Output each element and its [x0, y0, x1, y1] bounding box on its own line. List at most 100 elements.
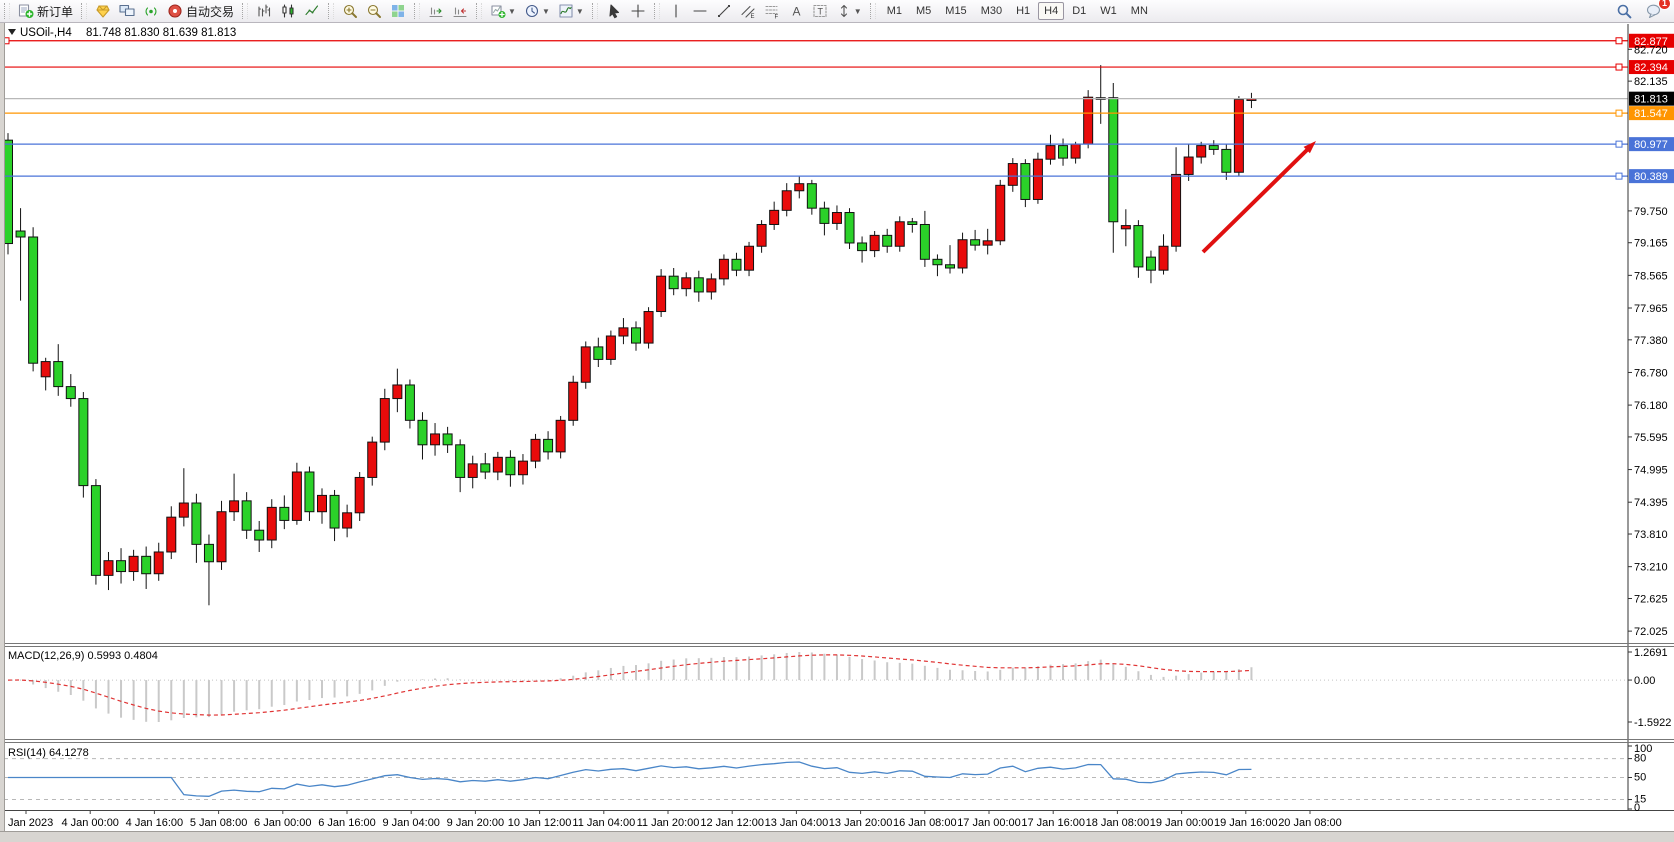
text-button[interactable]: A — [784, 0, 808, 22]
candle — [103, 560, 114, 576]
rsi-line — [8, 761, 1252, 797]
candle — [530, 438, 541, 462]
candle — [254, 529, 265, 541]
candle — [706, 278, 717, 293]
chevron-down-icon[interactable]: ▼ — [508, 6, 516, 16]
candle — [970, 239, 981, 246]
trend-arrow[interactable] — [1201, 141, 1316, 254]
chevron-down-icon[interactable]: ▼ — [575, 6, 584, 16]
cursor-button[interactable] — [602, 0, 626, 22]
chart-area[interactable]: 82.877 82.394 81.813 81.547 80.977 80.389 82.7… — [0, 22, 1674, 842]
line-handle[interactable] — [1615, 37, 1623, 45]
candle — [1145, 256, 1156, 271]
chevron-down-icon[interactable]: ▼ — [853, 6, 862, 16]
candle — [982, 240, 993, 246]
macd-panel[interactable]: 1.2691 0.00 -1.5922 — [4, 647, 1671, 729]
timeframe-m30-button[interactable]: M30 — [980, 5, 1003, 17]
candle — [744, 245, 755, 271]
candle — [831, 212, 842, 224]
toolbar: 新订单 自动交易 ▼ ▼ ▼ E F A T ▼ M1 M5 M15 M30 H1 H4 D1 W1 MN 1 — [0, 0, 1674, 23]
svg-text:F: F — [774, 15, 778, 20]
candle — [756, 223, 767, 247]
candle — [241, 500, 252, 531]
timeframe-m1-button[interactable]: M1 — [886, 5, 902, 17]
time-tick-label: 17 Jan 16:00 — [1021, 817, 1085, 829]
time-tick-label: 19 Jan 16:00 — [1214, 817, 1278, 829]
zoom-out-button[interactable] — [362, 0, 386, 22]
crosshair-button[interactable] — [626, 0, 650, 22]
equidistant-channel-button[interactable]: E — [736, 0, 760, 22]
arrows-button[interactable]: ▼ — [832, 0, 866, 22]
candle — [191, 502, 202, 545]
crosshair-icon — [630, 3, 646, 19]
candle — [1045, 145, 1056, 160]
candle — [718, 258, 729, 280]
time-tick-label: 11 Jan 20:00 — [637, 817, 700, 829]
signal-icon — [143, 3, 159, 19]
horizontal-line-button[interactable] — [688, 0, 712, 22]
shapes-icon — [836, 3, 852, 19]
indicators-button[interactable]: ▼ — [554, 0, 588, 22]
auto-scroll-button[interactable] — [424, 0, 448, 22]
new-order-button[interactable]: 新订单 — [14, 0, 77, 22]
autotrading-button[interactable]: 自动交易 — [163, 0, 238, 22]
candle — [957, 239, 968, 269]
timeframe-w1-button[interactable]: W1 — [1100, 5, 1117, 17]
timeframe-m5-button[interactable]: M5 — [916, 5, 932, 17]
toolbar-separator — [414, 3, 421, 19]
svg-text:E: E — [750, 14, 754, 19]
time-tick-label: 20 Jan 08:00 — [1278, 817, 1342, 829]
notifications-button[interactable]: 1 — [1642, 0, 1671, 22]
candle — [304, 471, 315, 513]
main-price-panel[interactable] — [3, 65, 1257, 606]
left-window-edge — [0, 22, 5, 831]
timeframe-h4-button[interactable]: H4 — [1038, 2, 1065, 20]
line-chart-button[interactable] — [300, 0, 324, 22]
zoom-in-button[interactable] — [338, 0, 362, 22]
terminal-button[interactable] — [115, 0, 139, 22]
time-tick-label: 4 Jan 16:00 — [126, 817, 184, 829]
line-handle[interactable] — [1615, 172, 1623, 180]
price-tick-label: 73.810 — [1634, 529, 1668, 541]
bar-chart-button[interactable] — [252, 0, 276, 22]
chart-shift-button[interactable] — [448, 0, 472, 22]
market-watch-button[interactable] — [91, 0, 115, 22]
line-handle[interactable] — [1615, 109, 1623, 117]
fibonacci-button[interactable]: F — [760, 0, 784, 22]
chart-collapse-icon[interactable] — [8, 29, 16, 35]
tile-windows-button[interactable] — [386, 0, 410, 22]
rsi-axis-label: 0 — [1634, 802, 1640, 814]
chevron-down-icon[interactable]: ▼ — [541, 6, 550, 16]
candle — [643, 311, 654, 344]
timeframe-m15-button[interactable]: M15 — [945, 5, 967, 17]
trendline-button[interactable] — [712, 0, 736, 22]
scroll-end-icon — [428, 3, 444, 19]
signals-button[interactable] — [139, 0, 163, 22]
horizontal-lines-layer[interactable] — [2, 37, 1628, 180]
profiles-button[interactable]: ▼ — [520, 0, 554, 22]
price-tick-label: 76.180 — [1634, 400, 1668, 412]
new-chart-button[interactable]: ▼ — [486, 0, 520, 22]
line-handle[interactable] — [1615, 140, 1623, 148]
candle — [631, 327, 641, 344]
price-chart[interactable]: 82.877 82.394 81.813 81.547 80.977 80.389 82.7… — [0, 22, 1674, 842]
rsi-indicator-label: RSI(14) 64.1278 — [8, 747, 89, 759]
candle — [1108, 97, 1119, 223]
toolbar-separator — [242, 3, 249, 19]
timeframe-d1-button[interactable]: D1 — [1072, 5, 1087, 17]
label-button[interactable]: T — [808, 0, 832, 22]
line-handle[interactable] — [1615, 63, 1623, 71]
timeframe-mn-button[interactable]: MN — [1130, 5, 1148, 17]
time-axis[interactable]: 3 Jan 2023 4 Jan 00:00 4 Jan 16:00 5 Jan 08… — [0, 810, 1342, 830]
time-tick-label: 11 Jan 04:00 — [572, 817, 635, 829]
time-tick-label: 12 Jan 12:00 — [700, 817, 764, 829]
price-tick-label: 82.135 — [1634, 76, 1668, 88]
vertical-line-button[interactable] — [664, 0, 688, 22]
candle — [53, 361, 64, 388]
timeframe-h1-button[interactable]: H1 — [1016, 5, 1031, 17]
price-axis[interactable]: 82.877 82.394 81.813 81.547 80.977 80.389 82.7… — [0, 24, 1674, 811]
candle — [266, 506, 277, 541]
search-button[interactable] — [1612, 0, 1636, 22]
candlestick-chart-button[interactable] — [276, 0, 300, 22]
